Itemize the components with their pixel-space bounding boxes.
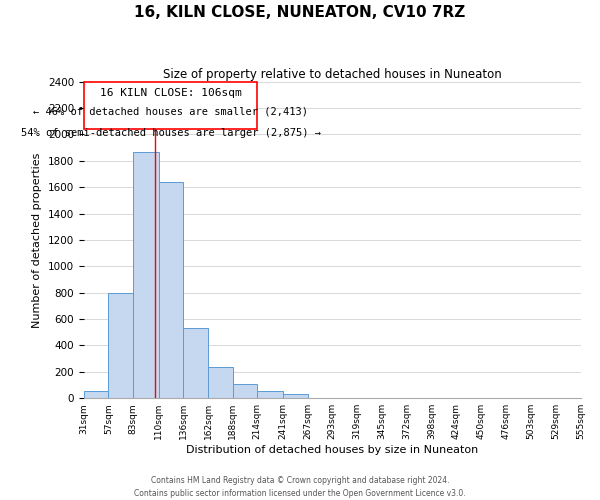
Text: 16, KILN CLOSE, NUNEATON, CV10 7RZ: 16, KILN CLOSE, NUNEATON, CV10 7RZ (134, 5, 466, 20)
Bar (109, 292, 133, 398)
Text: ← 46% of detached houses are smaller (2,413): ← 46% of detached houses are smaller (2,… (33, 107, 308, 117)
Text: 54% of semi-detached houses are larger (2,875) →: 54% of semi-detached houses are larger (… (20, 128, 320, 138)
Y-axis label: Number of detached properties: Number of detached properties (32, 152, 42, 328)
Bar (233, 384, 257, 398)
Bar (133, 152, 158, 398)
Bar (283, 394, 308, 398)
FancyBboxPatch shape (84, 82, 257, 129)
Title: Size of property relative to detached houses in Nuneaton: Size of property relative to detached ho… (163, 68, 502, 80)
Bar (84, 391, 109, 398)
Bar (158, 182, 184, 398)
X-axis label: Distribution of detached houses by size in Nuneaton: Distribution of detached houses by size … (186, 445, 478, 455)
Bar (208, 366, 233, 398)
Text: 16 KILN CLOSE: 106sqm: 16 KILN CLOSE: 106sqm (100, 88, 241, 98)
Text: Contains HM Land Registry data © Crown copyright and database right 2024.
Contai: Contains HM Land Registry data © Crown c… (134, 476, 466, 498)
Bar (184, 328, 208, 398)
Bar (257, 391, 283, 398)
